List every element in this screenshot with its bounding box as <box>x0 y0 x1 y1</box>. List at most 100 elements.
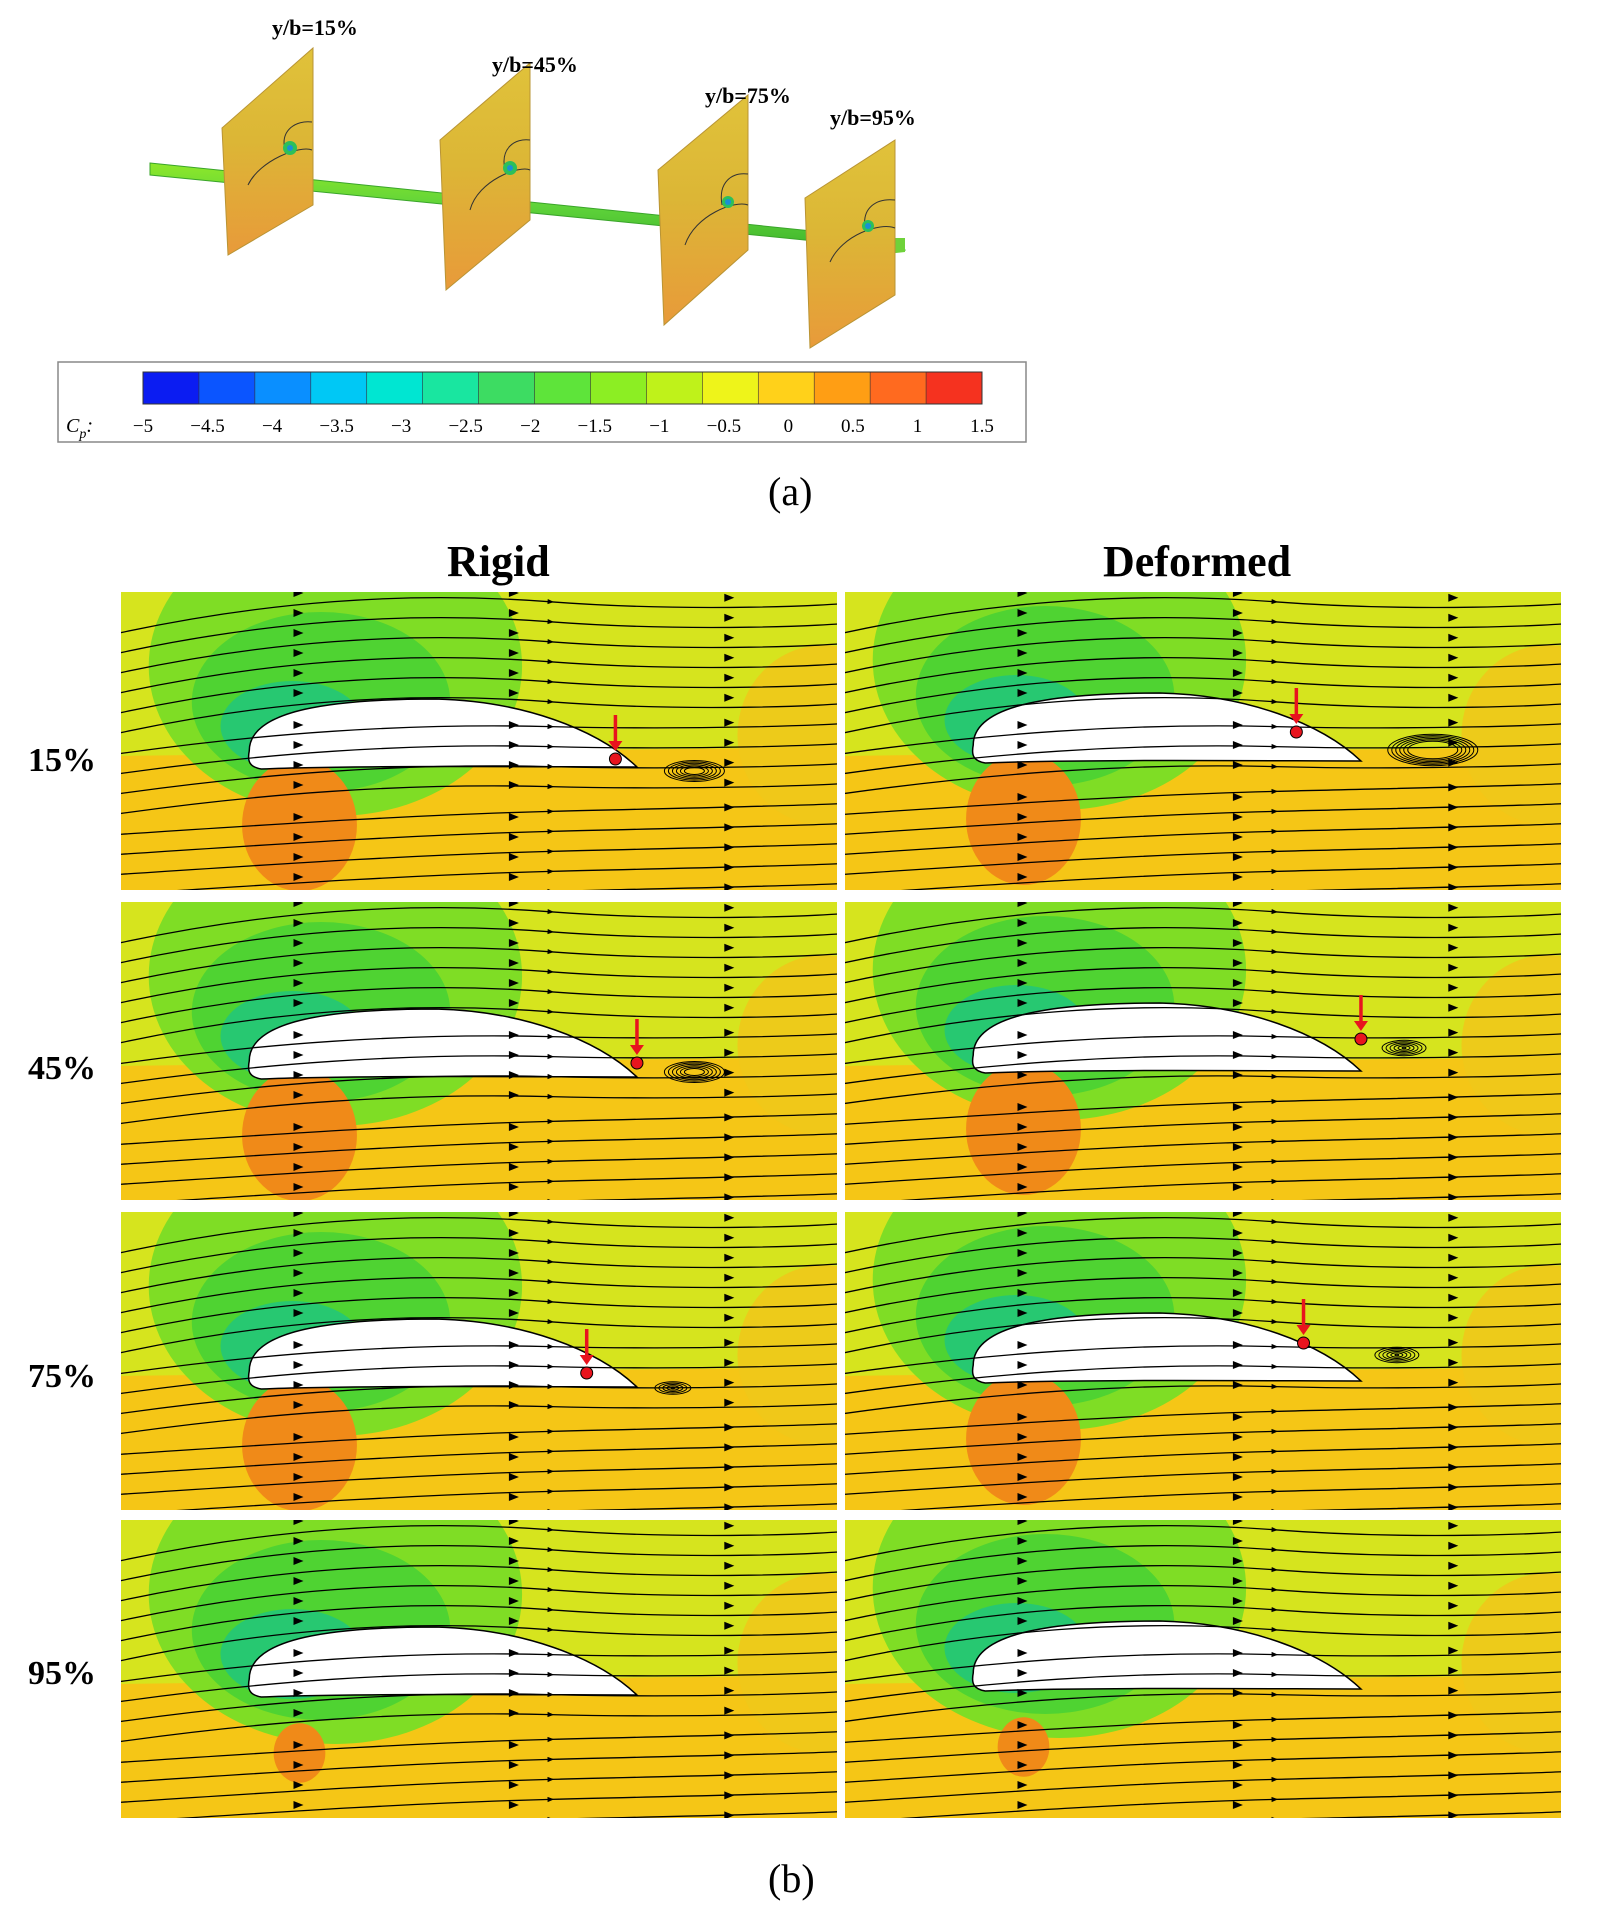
streamline-arrow <box>1017 1051 1028 1059</box>
streamline-arrow <box>1232 793 1243 801</box>
streamline <box>120 617 838 654</box>
streamline-arrow <box>1448 738 1459 747</box>
streamline <box>120 1153 838 1185</box>
streamline-arrow <box>1232 609 1243 617</box>
streamline-arrow <box>1017 813 1028 821</box>
streamline-arrow <box>508 1289 519 1297</box>
streamline-arrow <box>294 1203 304 1211</box>
colorbar-tick-label: −4 <box>262 416 283 437</box>
streamline <box>844 637 1562 674</box>
vortex-ring <box>666 1385 680 1391</box>
vortex-ring <box>1374 1346 1420 1364</box>
vortex-ring <box>1394 1353 1400 1357</box>
vortex-ring <box>1403 739 1463 761</box>
streamline-arrow <box>724 778 735 787</box>
streamline-arrow <box>1448 1133 1459 1142</box>
streamline <box>1265 883 1562 891</box>
streamline-arrow <box>293 919 304 927</box>
streamline-arrow <box>508 1617 519 1625</box>
streamline <box>120 637 838 674</box>
vortex-ring <box>1395 736 1471 764</box>
streamline-arrow <box>1232 1289 1243 1297</box>
caption-b: (b) <box>768 1856 815 1901</box>
streamline-arrow <box>724 1153 735 1162</box>
streamline-arrow <box>508 853 519 861</box>
streamline <box>844 1585 1562 1622</box>
streamline-arrow <box>1448 1581 1459 1590</box>
colorbar-cell <box>646 372 703 404</box>
streamline <box>120 783 838 815</box>
column-header-deformed: Deformed <box>1103 537 1292 586</box>
streamline-arrow <box>1232 1309 1243 1317</box>
streamline-arrow <box>293 1401 304 1409</box>
streamline-arrow <box>1232 649 1243 657</box>
streamline-arrow <box>1233 893 1243 901</box>
streamline-arrow <box>293 689 304 697</box>
streamline <box>120 1113 838 1145</box>
flow-panel <box>119 900 839 1211</box>
streamline-arrow <box>1232 1453 1243 1461</box>
streamline-arrow <box>293 1669 304 1677</box>
streamline-arrow <box>1018 1203 1028 1211</box>
streamline-arrow <box>508 833 519 841</box>
streamline <box>120 1691 838 1723</box>
streamline-arrow <box>724 1133 735 1142</box>
streamline-arrow <box>293 1091 304 1099</box>
streamline-arrow <box>724 1378 735 1387</box>
streamline-arrow <box>293 591 304 597</box>
streamline-arrow <box>1448 593 1459 602</box>
streamline-arrow <box>293 1709 304 1717</box>
streamline <box>844 1625 1562 1662</box>
streamline-arrow <box>1448 1173 1459 1182</box>
vortex-ring <box>675 764 713 778</box>
streamline-arrow <box>1232 1761 1243 1769</box>
streamline-arrow <box>724 1358 735 1367</box>
streamline-arrow <box>1448 1621 1459 1630</box>
streamline <box>120 823 838 855</box>
streamline-arrow <box>724 1811 735 1819</box>
streamline-arrow <box>724 1253 735 1262</box>
colorbar-label: Cp: <box>66 415 93 442</box>
streamline-arrow <box>293 1381 304 1389</box>
streamline <box>844 1133 1562 1165</box>
streamline-arrow <box>724 1666 735 1675</box>
streamline <box>844 843 1562 875</box>
streamline-arrow <box>508 873 519 881</box>
streamline-arrow <box>724 1503 735 1511</box>
streamline-arrow <box>1018 1821 1028 1829</box>
streamline-arrow <box>293 959 304 967</box>
streamline-arrow <box>508 1211 519 1217</box>
streamline-arrow <box>1448 1561 1459 1570</box>
streamline-arrow <box>724 1443 735 1452</box>
streamline-arrow <box>724 1398 735 1407</box>
streamline <box>120 677 838 714</box>
streamline-arrow <box>1232 1741 1243 1749</box>
streamline-arrow <box>1232 1211 1243 1217</box>
streamline-arrow <box>293 1289 304 1297</box>
streamline-arrow <box>1448 1751 1459 1760</box>
stagnation-region <box>242 759 357 891</box>
streamline <box>844 1053 1562 1085</box>
lower-flow-region <box>120 1675 838 1819</box>
streamline-arrow <box>724 943 735 952</box>
streamline-arrow <box>1232 813 1243 821</box>
streamline <box>1265 1193 1562 1201</box>
flow-panel <box>119 1210 839 1512</box>
streamline <box>844 823 1562 855</box>
streamline-arrow <box>1232 1557 1243 1565</box>
slice-plane-45 <box>439 61 531 292</box>
streamline-arrow <box>293 1453 304 1461</box>
streamline <box>120 1217 838 1254</box>
streamline-arrow <box>293 1577 304 1585</box>
row-header-75: 75% <box>28 1358 96 1395</box>
streamline-arrow <box>293 1801 304 1809</box>
streamline-arrow <box>508 1401 519 1409</box>
streamline-arrow <box>508 1309 519 1317</box>
streamline-arrow <box>1232 1183 1243 1191</box>
streamline-arrow <box>1232 1071 1243 1079</box>
far-field-region <box>844 1519 1562 1819</box>
streamline <box>844 1277 1562 1314</box>
streamline-arrow <box>293 1617 304 1625</box>
streamline <box>844 803 1562 835</box>
colorbar-cells <box>142 371 983 405</box>
